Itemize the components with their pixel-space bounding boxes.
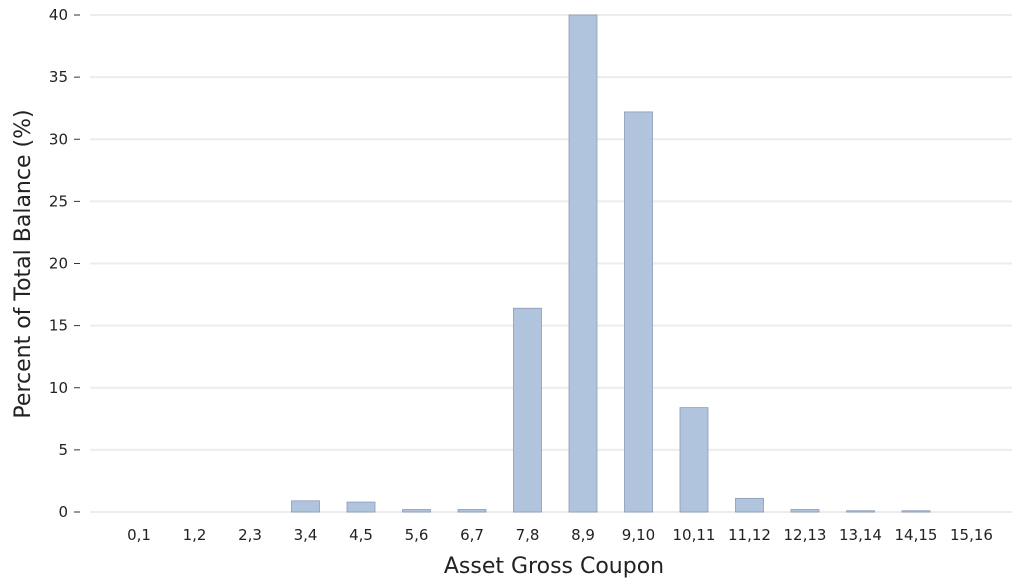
x-tick-label: 15,16 [950, 526, 993, 544]
bar-5-6 [402, 509, 431, 513]
x-tick-label: 6,7 [460, 526, 484, 544]
bars [291, 14, 931, 513]
x-tick-label: 12,13 [784, 526, 827, 544]
bar-13-14 [846, 510, 875, 513]
bar-4-5 [346, 501, 376, 513]
x-tick-label: 7,8 [516, 526, 540, 544]
x-tick-label: 0,1 [127, 526, 151, 544]
y-tick-label: 40 [49, 6, 68, 24]
bar-6-7 [457, 509, 487, 513]
x-tick-label: 11,12 [728, 526, 771, 544]
y-axis-label: Percent of Total Balance (%) [11, 109, 36, 418]
y-tick-label: 15 [49, 317, 68, 335]
x-tick-label: 8,9 [571, 526, 595, 544]
x-tick-label: 3,4 [294, 526, 318, 544]
x-tick-label: 9,10 [622, 526, 655, 544]
bar-11-12 [735, 497, 764, 513]
x-tick-label: 2,3 [238, 526, 262, 544]
x-tick-labels: 0,1 1,2 2,3 3,4 4,5 5,6 6,7 7,8 8,9 9,10 10,11 11,1… [127, 526, 993, 544]
y-tick-label: 20 [49, 255, 68, 273]
bar-7-8 [513, 307, 542, 513]
x-tick-label: 5,6 [405, 526, 429, 544]
y-tick-label: 25 [49, 192, 68, 210]
bar-3-4 [291, 500, 320, 513]
bar-12-13 [790, 509, 820, 513]
y-tick-label: 10 [49, 379, 68, 397]
x-tick-label: 1,2 [183, 526, 207, 544]
bar-9-10 [624, 111, 653, 513]
y-tick-label: 35 [49, 68, 68, 86]
bar-8-9 [568, 14, 598, 513]
x-axis-label: Asset Gross Coupon [444, 554, 664, 579]
grid-lines [90, 14, 1012, 513]
x-tick-label: 4,5 [349, 526, 373, 544]
x-tick-label: 13,14 [839, 526, 882, 544]
y-tick-label: 30 [49, 130, 68, 148]
x-tick-label: 10,11 [673, 526, 716, 544]
y-tick-labels: 0 5 10 15 20 25 30 35 40 [49, 6, 80, 521]
bar-14-15 [901, 510, 931, 513]
y-tick-label: 0 [58, 503, 68, 521]
bar-10-11 [679, 407, 709, 513]
x-tick-label: 14,15 [895, 526, 938, 544]
y-tick-label: 5 [58, 441, 68, 459]
